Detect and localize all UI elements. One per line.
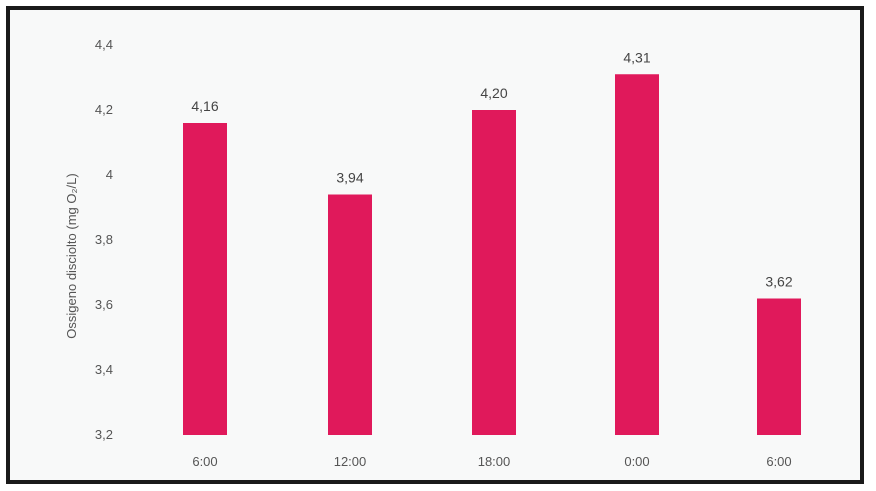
x-tick-label: 6:00 — [766, 454, 791, 469]
x-tick-label: 0:00 — [624, 454, 649, 469]
bar — [757, 298, 801, 435]
data-labels: 4,16 3,94 4,20 4,31 3,62 — [191, 49, 792, 289]
data-label: 4,31 — [623, 49, 650, 65]
chart-frame — [6, 6, 864, 484]
x-tick-label: 18:00 — [478, 454, 511, 469]
bar — [615, 74, 659, 435]
y-axis-label: Ossigeno disciolto (mg O₂/L) — [64, 173, 79, 338]
y-tick-label: 4,4 — [95, 37, 113, 52]
bar — [328, 194, 372, 435]
y-tick-label: 3,4 — [95, 362, 113, 377]
data-label: 3,94 — [336, 170, 363, 186]
bar — [472, 110, 516, 435]
x-tick-label: 12:00 — [334, 454, 367, 469]
y-tick-label: 3,2 — [95, 427, 113, 442]
y-axis-ticks: 3,2 3,4 3,6 3,8 4 4,2 4,4 — [95, 37, 113, 442]
y-tick-label: 4 — [106, 167, 113, 182]
y-tick-label: 3,6 — [95, 297, 113, 312]
x-tick-label: 6:00 — [192, 454, 217, 469]
data-label: 4,16 — [191, 98, 218, 114]
y-tick-label: 3,8 — [95, 232, 113, 247]
y-tick-label: 4,2 — [95, 102, 113, 117]
data-label: 4,20 — [480, 85, 507, 101]
data-label: 3,62 — [765, 274, 792, 290]
bar — [183, 123, 227, 435]
bars — [183, 74, 801, 435]
x-axis-ticks: 6:00 12:00 18:00 0:00 6:00 — [192, 454, 791, 469]
